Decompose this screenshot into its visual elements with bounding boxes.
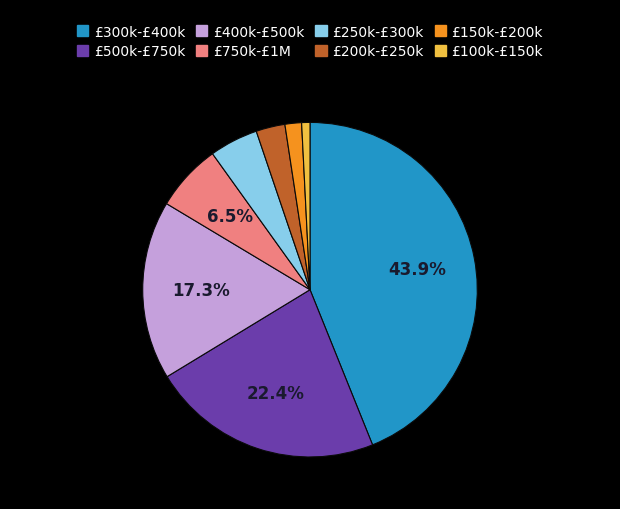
- Text: 17.3%: 17.3%: [172, 281, 230, 299]
- Wedge shape: [256, 125, 310, 290]
- Wedge shape: [310, 123, 477, 445]
- Text: 43.9%: 43.9%: [388, 261, 446, 278]
- Text: 22.4%: 22.4%: [247, 384, 304, 402]
- Wedge shape: [143, 204, 310, 377]
- Wedge shape: [213, 132, 310, 290]
- Wedge shape: [167, 290, 373, 457]
- Wedge shape: [301, 123, 310, 290]
- Text: 6.5%: 6.5%: [207, 208, 253, 225]
- Wedge shape: [167, 154, 310, 290]
- Wedge shape: [285, 123, 310, 290]
- Legend: £300k-£400k, £500k-£750k, £400k-£500k, £750k-£1M, £250k-£300k, £200k-£250k, £150: £300k-£400k, £500k-£750k, £400k-£500k, £…: [70, 19, 550, 66]
